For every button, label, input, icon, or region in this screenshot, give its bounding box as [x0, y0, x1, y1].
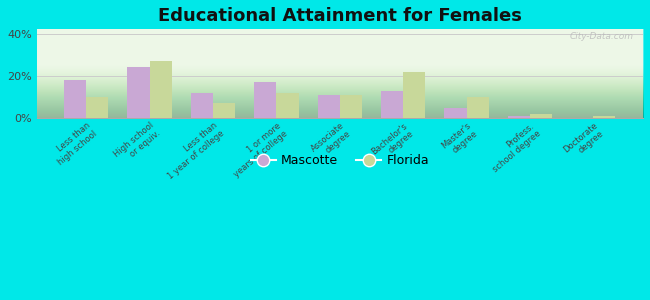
Bar: [340, 95, 362, 118]
Bar: [381, 91, 403, 118]
Bar: [64, 80, 86, 118]
Bar: [318, 95, 340, 118]
Bar: [593, 116, 616, 118]
Title: Educational Attainment for Females: Educational Attainment for Females: [158, 7, 522, 25]
Bar: [276, 93, 298, 118]
Bar: [86, 97, 109, 118]
Bar: [213, 103, 235, 118]
Bar: [508, 116, 530, 118]
Bar: [467, 97, 489, 118]
Bar: [150, 61, 172, 118]
Bar: [530, 114, 552, 118]
Bar: [403, 72, 425, 118]
Bar: [254, 82, 276, 118]
Text: City-Data.com: City-Data.com: [570, 32, 634, 41]
Legend: Mascotte, Florida: Mascotte, Florida: [246, 149, 434, 172]
Bar: [127, 68, 150, 118]
Bar: [191, 93, 213, 118]
Bar: [445, 108, 467, 118]
